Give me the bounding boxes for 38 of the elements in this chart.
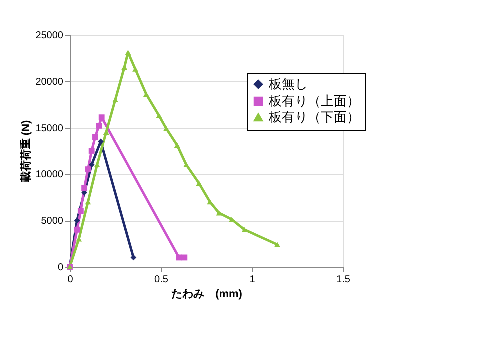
point (242, 227, 248, 232)
x-tick-label: 0 (68, 274, 74, 286)
legend-label: 板有り（上面） (268, 94, 360, 108)
y-tick-label: 20000 (36, 76, 64, 88)
point (96, 122, 102, 129)
legend-label: 板無し (268, 76, 308, 92)
point (92, 134, 98, 140)
point (88, 148, 95, 154)
point (156, 113, 162, 118)
point (164, 126, 170, 132)
point (174, 142, 180, 148)
point (130, 254, 137, 261)
point (74, 226, 80, 233)
x-tick-label: 1 (250, 274, 256, 286)
point (182, 254, 188, 261)
point (196, 180, 202, 186)
y-tick-label: 10000 (36, 170, 64, 181)
y-tick-label: 15000 (36, 123, 64, 134)
x-axis-title: たわみ (mm) (172, 288, 243, 300)
y-tick-label: 25000 (36, 30, 64, 42)
point (85, 166, 92, 173)
y-axis-title: 載荷荷重 (N) (20, 120, 33, 184)
x-tick-label: 0.5 (154, 274, 169, 286)
point (82, 185, 88, 192)
y-tick-label: 5000 (41, 216, 64, 228)
point (88, 162, 95, 168)
point (184, 162, 190, 168)
point (125, 50, 132, 56)
point (216, 210, 222, 216)
x-tick-label: 1.5 (336, 274, 351, 286)
point (78, 208, 84, 214)
point (74, 218, 80, 224)
point (143, 92, 150, 97)
legend-label: 板有り（下面） (268, 110, 360, 124)
point (274, 242, 280, 248)
y-tick-label: 0 (58, 262, 64, 274)
point (98, 114, 105, 121)
point (132, 66, 138, 72)
